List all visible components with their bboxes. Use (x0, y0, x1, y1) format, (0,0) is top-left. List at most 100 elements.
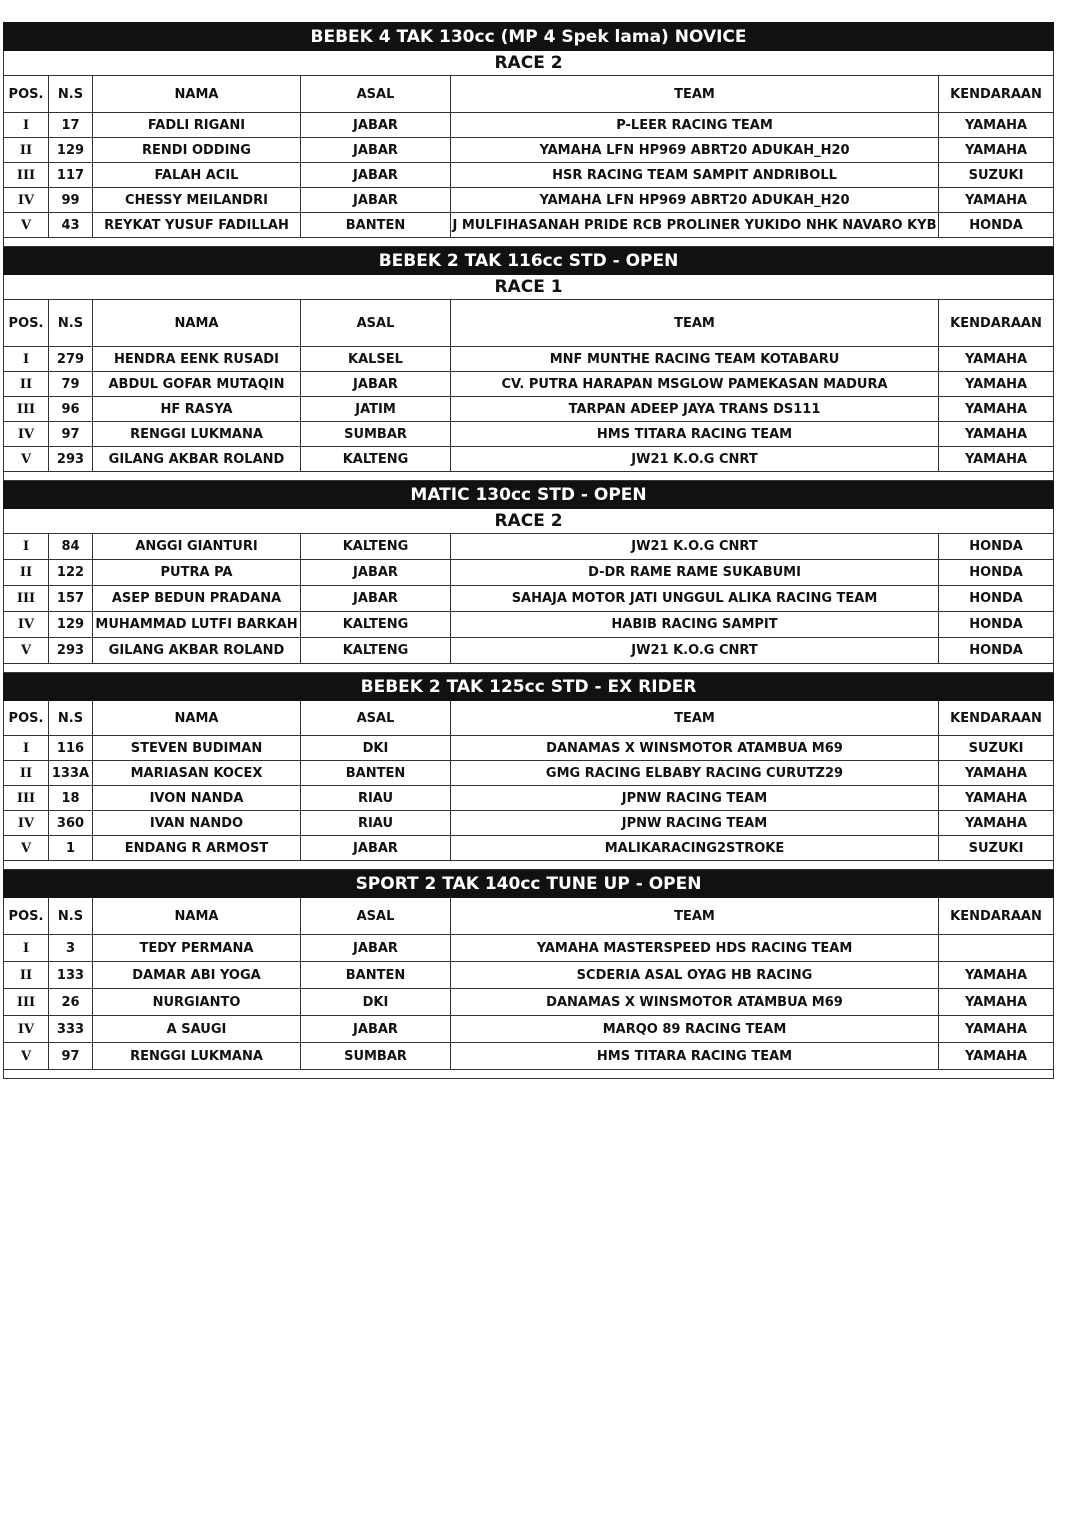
cell-pos: V (3, 446, 49, 472)
section-title-row: MATIC 130cc STD - OPEN (2, 480, 1055, 509)
cell-pos: V (3, 212, 49, 238)
column-header-kendaraan: KENDARAAN (937, 897, 1055, 935)
race-row: RACE 2 (2, 50, 1055, 76)
cell-ns: 279 (48, 346, 93, 372)
cell-asal: KALTENG (300, 611, 451, 638)
cell-asal: DKI (300, 988, 451, 1016)
cell-nama: FALAH ACIL (92, 162, 301, 188)
cell-kendaraan: YAMAHA (937, 137, 1055, 163)
cell-nama: FADLI RIGANI (92, 112, 301, 138)
table-row: IV 97 RENGGI LUKMANA SUMBAR HMS TITARA RACIN… (3, 421, 1055, 447)
column-header-nama: NAMA (92, 897, 301, 935)
cell-pos: III (3, 988, 49, 1016)
column-header-pos: POS. (3, 75, 49, 113)
table-row: III 117 FALAH ACIL JABAR HSR RACING TEAM SAM… (3, 162, 1055, 188)
cell-nama: IVAN NANDO (92, 810, 301, 836)
table-row: I 116 STEVEN BUDIMAN DKI DANAMAS X WINSMOTOR… (3, 735, 1055, 761)
cell-ns: 1 (48, 835, 93, 861)
table-row: I 3 TEDY PERMANA JABAR YAMAHA MASTERSPEED HD… (3, 934, 1055, 962)
cell-ns: 133A (48, 760, 93, 786)
cell-pos: V (3, 835, 49, 861)
cell-team: YAMAHA LFN HP969 ABRT20 ADUKAH_H20 (450, 187, 939, 213)
cell-nama: ENDANG R ARMOST (92, 835, 301, 861)
table-row: IV 129 MUHAMMAD LUTFI BARKAH KALTENG HABIB R… (3, 611, 1055, 638)
cell-team: P-LEER RACING TEAM (450, 112, 939, 138)
cell-ns: 122 (48, 559, 93, 586)
table-row: II 129 RENDI ODDING JABAR YAMAHA LFN HP969 A… (3, 137, 1055, 163)
cell-pos: I (3, 346, 49, 372)
cell-team: HABIB RACING SAMPIT (450, 611, 939, 638)
table-row: III 18 IVON NANDA RIAU JPNW RACING TEAM YAMAH… (3, 785, 1055, 811)
cell-kendaraan: YAMAHA (937, 421, 1055, 447)
cell-ns: 133 (48, 961, 93, 989)
table-row: II 133A MARIASAN KOCEX BANTEN GMG RACING ELB… (3, 760, 1055, 786)
cell-team: SAHAJA MOTOR JATI UNGGUL ALIKA RACING TE… (450, 585, 939, 612)
column-header-asal: ASAL (300, 75, 451, 113)
spacer-cell (2, 860, 1055, 870)
cell-nama: GILANG AKBAR ROLAND (92, 637, 301, 664)
cell-ns: 293 (48, 637, 93, 664)
table-row: III 157 ASEP BEDUN PRADANA JABAR SAHAJA MOTO… (3, 585, 1055, 612)
cell-pos: II (3, 760, 49, 786)
cell-pos: II (3, 371, 49, 397)
cell-asal: JABAR (300, 187, 451, 213)
cell-kendaraan: YAMAHA (937, 810, 1055, 836)
cell-kendaraan: YAMAHA (937, 760, 1055, 786)
cell-ns: 84 (48, 533, 93, 560)
spacer-cell (2, 237, 1055, 247)
cell-kendaraan: SUZUKI (937, 835, 1055, 861)
cell-ns: 333 (48, 1015, 93, 1043)
cell-kendaraan: YAMAHA (937, 961, 1055, 989)
cell-team: HSR RACING TEAM SAMPIT ANDRIBOLL (450, 162, 939, 188)
spacer-cell (2, 471, 1055, 481)
cell-ns: 293 (48, 446, 93, 472)
section-title: BEBEK 2 TAK 125cc STD - EX RIDER (2, 672, 1055, 701)
cell-nama: ABDUL GOFAR MUTAQIN (92, 371, 301, 397)
column-header-row: POS. N.S NAMA ASAL TEAM KENDARAAN (3, 299, 1055, 347)
column-header-asal: ASAL (300, 700, 451, 736)
cell-asal: SUMBAR (300, 421, 451, 447)
table-row: V 1 ENDANG R ARMOST JABAR MALIKARACING2STROK… (3, 835, 1055, 861)
column-header-ns: N.S (48, 700, 93, 736)
race-row: RACE 2 (2, 508, 1055, 534)
cell-asal: KALTENG (300, 446, 451, 472)
cell-team: D-DR RAME RAME SUKABUMI (450, 559, 939, 586)
column-header-team: TEAM (450, 75, 939, 113)
cell-ns: 17 (48, 112, 93, 138)
table-row: I 84 ANGGI GIANTURI KALTENG JW21 K.O.G CNRT H… (3, 533, 1055, 560)
cell-kendaraan: HONDA (937, 637, 1055, 664)
cell-asal: JABAR (300, 934, 451, 962)
cell-team: JPNW RACING TEAM (450, 810, 939, 836)
cell-pos: III (3, 585, 49, 612)
section-title-row: BEBEK 2 TAK 116cc STD - OPEN (2, 246, 1055, 275)
column-header-kendaraan: KENDARAAN (937, 75, 1055, 113)
column-header-nama: NAMA (92, 299, 301, 347)
table-row: II 79 ABDUL GOFAR MUTAQIN JABAR CV. PUTRA HA… (3, 371, 1055, 397)
cell-nama: ASEP BEDUN PRADANA (92, 585, 301, 612)
column-header-pos: POS. (3, 897, 49, 935)
cell-nama: HENDRA EENK RUSADI (92, 346, 301, 372)
column-header-ns: N.S (48, 299, 93, 347)
cell-pos: I (3, 934, 49, 962)
cell-nama: NURGIANTO (92, 988, 301, 1016)
cell-kendaraan: HONDA (937, 533, 1055, 560)
section-spacer (2, 663, 1055, 673)
cell-kendaraan: YAMAHA (937, 988, 1055, 1016)
cell-team: MARQO 89 RACING TEAM (450, 1015, 939, 1043)
cell-pos: IV (3, 611, 49, 638)
cell-asal: BANTEN (300, 760, 451, 786)
cell-team: CV. PUTRA HARAPAN MSGLOW PAMEKASAN MADUR… (450, 371, 939, 397)
cell-team: YAMAHA LFN HP969 ABRT20 ADUKAH_H20 (450, 137, 939, 163)
cell-ns: 96 (48, 396, 93, 422)
cell-team: DANAMAS X WINSMOTOR ATAMBUA M69 (450, 735, 939, 761)
cell-kendaraan: HONDA (937, 585, 1055, 612)
cell-kendaraan: YAMAHA (937, 187, 1055, 213)
cell-pos: I (3, 735, 49, 761)
cell-nama: REYKAT YUSUF FADILLAH (92, 212, 301, 238)
cell-nama: TEDY PERMANA (92, 934, 301, 962)
column-header-pos: POS. (3, 299, 49, 347)
table-row: V 293 GILANG AKBAR ROLAND KALTENG JW21 K.O.G… (3, 637, 1055, 664)
table-row: IV 360 IVAN NANDO RIAU JPNW RACING TEAM YAMAH… (3, 810, 1055, 836)
cell-nama: HF RASYA (92, 396, 301, 422)
cell-team: GMG RACING ELBABY RACING CURUTZ29 (450, 760, 939, 786)
